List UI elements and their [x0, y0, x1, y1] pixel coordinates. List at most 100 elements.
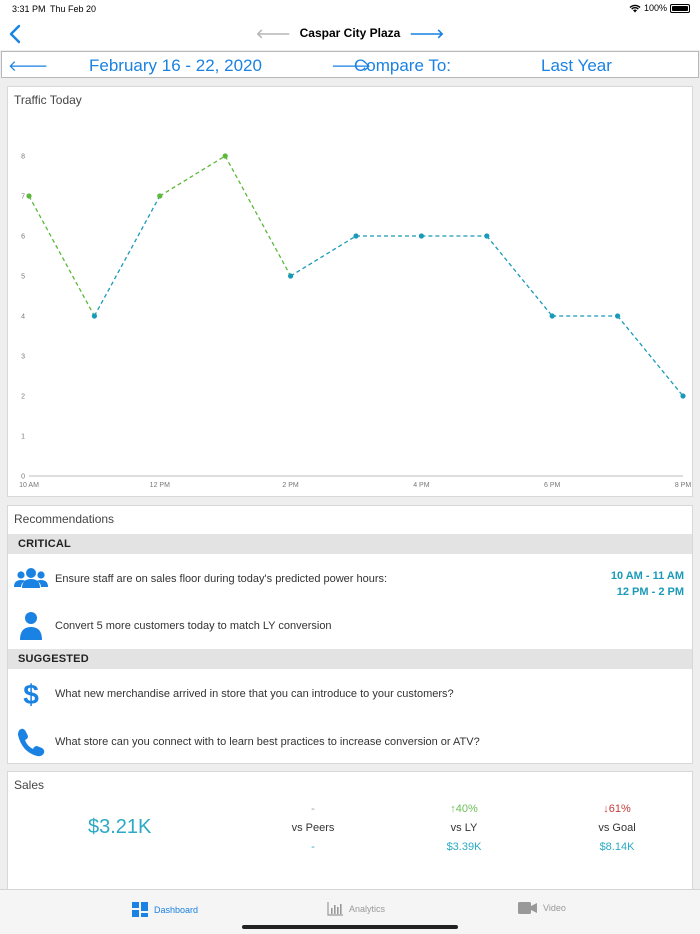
- date-range-label[interactable]: February 16 - 22, 2020: [89, 56, 262, 75]
- y-tick-label: 5: [21, 274, 25, 281]
- rec-text: What store can you connect with to learn…: [55, 736, 480, 748]
- sales-vs-peers: - vs Peers -: [253, 800, 373, 857]
- line-segment: [290, 235, 357, 277]
- data-point: [222, 153, 228, 159]
- tab-label: Dashboard: [154, 904, 199, 915]
- store-switcher: 🡐 Caspar City Plaza 🡒: [0, 26, 700, 42]
- status-right: 100%: [629, 3, 690, 13]
- compare-to-value[interactable]: Last Year: [541, 56, 612, 75]
- svg-text:$: $: [23, 679, 39, 709]
- goal-delta: ↓61%: [603, 803, 631, 815]
- y-tick-label: 6: [21, 234, 25, 241]
- users-icon: [14, 568, 48, 588]
- rec-text: What new merchandise arrived in store th…: [55, 688, 454, 700]
- y-tick-label: 0: [21, 474, 25, 481]
- sales-title: Sales: [14, 778, 45, 792]
- date-range-bar: 🡐 February 16 - 22, 2020 🡒 Compare To: L…: [1, 51, 699, 78]
- line-segment: [617, 315, 684, 397]
- y-tick-label: 2: [21, 394, 25, 401]
- ly-delta: ↑40%: [450, 803, 478, 815]
- data-point: [91, 313, 97, 319]
- peers-label: vs Peers: [291, 822, 335, 834]
- data-point: [484, 233, 490, 239]
- status-date: Thu Feb 20: [50, 4, 97, 14]
- x-tick-label: 6 PM: [544, 482, 561, 489]
- y-tick-label: 3: [21, 354, 25, 361]
- data-point: [157, 193, 163, 199]
- data-point: [353, 233, 359, 239]
- data-point: [418, 233, 424, 239]
- y-tick-label: 1: [21, 434, 25, 441]
- power-hours: 10 AM - 11 AM 12 PM - 2 PM: [611, 568, 684, 600]
- line-segment: [28, 195, 95, 317]
- data-point: [680, 393, 686, 399]
- peers-delta: -: [311, 803, 315, 815]
- rec-text: Convert 5 more customers today to match …: [55, 620, 332, 632]
- sales-card: Sales $3.21K - vs Peers - ↑40% vs LY $3.…: [7, 771, 693, 889]
- y-tick-label: 7: [21, 194, 25, 201]
- rec-text: Ensure staff are on sales floor during t…: [55, 573, 388, 585]
- tab-video[interactable]: Video: [518, 902, 566, 914]
- data-point: [288, 273, 294, 279]
- video-camera-icon: [518, 902, 537, 914]
- prev-week-arrow-icon[interactable]: 🡐: [8, 58, 49, 75]
- x-tick-label: 4 PM: [413, 482, 430, 489]
- sales-total: $3.21K: [88, 816, 152, 838]
- battery-icon: [670, 3, 690, 13]
- traffic-chart: 0 1 2 3 4 5 6 7 8 10 AM 12 PM 2 PM 4 PM 6 PM 8 PM: [19, 153, 692, 489]
- dollar-icon: $: [23, 679, 39, 709]
- status-bar: 3:31 PM Thu Feb 20 100%: [0, 0, 700, 18]
- store-title: Caspar City Plaza: [299, 26, 401, 41]
- phone-icon: [18, 728, 45, 757]
- line-segment: [224, 155, 292, 277]
- recommendations-title: Recommendations: [14, 512, 115, 526]
- goal-label: vs Goal: [598, 822, 636, 834]
- tab-dashboard[interactable]: Dashboard: [132, 902, 198, 917]
- rec-conversion[interactable]: Convert 5 more customers today to match …: [8, 611, 692, 641]
- x-tick-label: 2 PM: [282, 482, 299, 489]
- rec-staff[interactable]: Ensure staff are on sales floor during t…: [8, 564, 692, 598]
- battery-percent: 100%: [643, 3, 667, 13]
- suggested-header: SUGGESTED: [8, 649, 692, 669]
- back-chevron-icon[interactable]: [8, 24, 22, 44]
- y-tick-label: 4: [21, 314, 25, 321]
- ly-value: $3.39K: [446, 841, 482, 853]
- x-tick-label: 8 PM: [675, 482, 692, 489]
- bar-chart-icon: [327, 902, 343, 916]
- power-hour: 10 AM - 11 AM: [610, 570, 684, 582]
- rec-merchandise[interactable]: $ What new merchandise arrived in store …: [8, 679, 692, 709]
- home-indicator: [242, 925, 458, 929]
- data-point: [26, 193, 32, 199]
- tab-analytics[interactable]: Analytics: [327, 902, 385, 916]
- line-segment: [486, 235, 553, 317]
- sales-vs-ly: ↑40% vs LY $3.39K: [404, 800, 524, 857]
- x-tick-label: 10 AM: [19, 482, 39, 489]
- dashboard-icon: [132, 902, 148, 917]
- y-tick-label: 8: [21, 154, 25, 161]
- compare-to-label: Compare To:: [354, 56, 452, 75]
- ly-label: vs LY: [450, 822, 478, 834]
- compare-arrow-icon: 🡒: [331, 58, 372, 75]
- critical-header: CRITICAL: [8, 534, 692, 554]
- sales-vs-goal: ↓61% vs Goal $8.14K: [557, 800, 677, 857]
- tab-label: Analytics: [349, 904, 386, 914]
- user-icon: [20, 612, 42, 640]
- data-point: [549, 313, 555, 319]
- prev-store-arrow-icon[interactable]: 🡐: [255, 26, 291, 41]
- power-hour: 12 PM - 2 PM: [616, 586, 684, 598]
- peers-value: -: [311, 841, 315, 853]
- goal-value: $8.14K: [599, 841, 635, 853]
- rec-connect-store[interactable]: What store can you connect with to learn…: [8, 727, 692, 757]
- traffic-title: Traffic Today: [14, 93, 82, 107]
- line-segment: [159, 155, 226, 197]
- wifi-icon: [629, 4, 641, 12]
- nav-bar: 🡐 Caspar City Plaza 🡒: [0, 18, 700, 50]
- status-time: 3:31 PM: [12, 4, 46, 14]
- line-segment: [93, 195, 161, 317]
- next-store-arrow-icon[interactable]: 🡒: [409, 26, 445, 41]
- tab-bar: Dashboard Analytics Video: [0, 889, 700, 934]
- data-point: [615, 313, 621, 319]
- recommendations-card: Recommendations CRITICAL Ensure staff ar…: [7, 505, 693, 764]
- tab-label: Video: [543, 903, 566, 913]
- x-tick-label: 12 PM: [150, 482, 170, 489]
